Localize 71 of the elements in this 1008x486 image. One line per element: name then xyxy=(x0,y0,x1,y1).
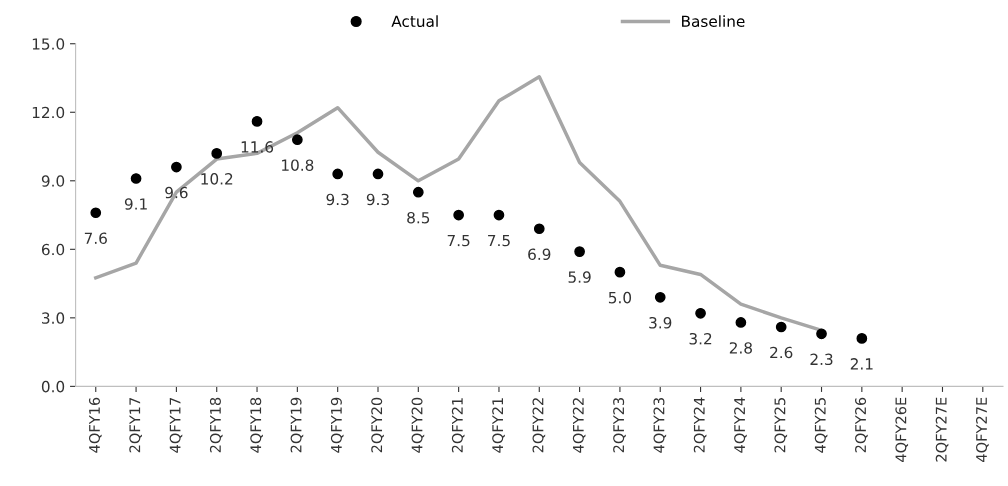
x-tick-label: 4QFY17 xyxy=(169,398,183,453)
data-label: 10.2 xyxy=(201,173,233,185)
data-label: 11.6 xyxy=(241,141,274,153)
data-label: 9.3 xyxy=(326,193,349,206)
point xyxy=(372,168,384,180)
x-tick-label: 4QFY20 xyxy=(411,397,425,453)
point xyxy=(654,291,666,303)
data-label: 3.2 xyxy=(689,332,712,345)
y-tick-label: 0.0 xyxy=(41,380,65,393)
point xyxy=(412,186,424,198)
data-label: 5.0 xyxy=(608,291,632,304)
point xyxy=(533,223,545,235)
x-tick-label: 4QFY18 xyxy=(250,397,263,453)
point xyxy=(90,207,102,219)
x-tick-label: 2QFY20 xyxy=(371,397,384,453)
point xyxy=(332,168,344,180)
x-tick-label: 4QFY22 xyxy=(572,398,586,453)
point xyxy=(211,148,223,159)
x-tick-label: 2QFY17 xyxy=(129,398,142,453)
y-tick-label: 15.0 xyxy=(32,38,65,50)
x-tick-label: 2QFY21 xyxy=(451,398,465,453)
point xyxy=(856,333,868,344)
data-label: 7.5 xyxy=(488,234,510,247)
point xyxy=(816,328,827,340)
point xyxy=(171,161,182,173)
x-tick-label: 4QFY19 xyxy=(330,397,344,453)
legend-label: Baseline xyxy=(682,15,745,28)
point xyxy=(251,116,263,127)
x-tick-label: 4QFY25 xyxy=(814,398,828,453)
data-label: 5.9 xyxy=(568,271,591,283)
x-tick-label: 2QFY26 xyxy=(855,397,868,453)
point xyxy=(775,321,787,333)
x-tick-label: 2QFY18 xyxy=(209,397,223,453)
x-tick-label: 4QFY26E xyxy=(895,397,909,462)
data-label: 9.6 xyxy=(165,186,188,199)
x-tick-label: 4QFY16 xyxy=(88,397,102,453)
y-tick-label: 6.0 xyxy=(41,243,65,256)
data-label: 2.8 xyxy=(729,342,752,354)
x-tick-label: 4QFY23 xyxy=(653,397,667,453)
x-tick-label: 4QFY24 xyxy=(734,397,747,453)
x-tick-label: 2QFY22 xyxy=(532,398,546,453)
x-tick-label: 2QFY24 xyxy=(693,397,707,453)
point xyxy=(614,266,626,278)
data-label: 6.9 xyxy=(528,248,551,261)
data-label: 9.3 xyxy=(366,193,389,206)
data-label: 3.9 xyxy=(649,317,672,329)
x-tick-label: 2QFY19 xyxy=(290,397,304,453)
point xyxy=(292,134,303,146)
legend-label: Actual xyxy=(391,15,438,28)
point xyxy=(130,173,142,184)
data-label: 2.1 xyxy=(850,358,873,370)
y-tick-label: 12.0 xyxy=(32,106,65,119)
point xyxy=(493,209,505,221)
point xyxy=(574,246,585,257)
x-tick-label: 4QFY21 xyxy=(492,398,505,453)
data-label: 10.8 xyxy=(282,159,314,171)
data-label: 7.6 xyxy=(84,232,107,245)
x-tick-label: 2QFY25 xyxy=(774,398,788,453)
x-tick-label: 2QFY23 xyxy=(613,397,626,453)
y-tick-label: 9.0 xyxy=(41,175,65,187)
x-tick-label: 2QFY27E xyxy=(935,397,949,462)
data-label: 9.1 xyxy=(124,198,147,210)
data-label: 2.3 xyxy=(810,353,833,366)
point xyxy=(695,307,706,319)
y-tick-label: 3.0 xyxy=(42,312,65,324)
data-label: 2.6 xyxy=(770,346,793,359)
point xyxy=(735,317,747,328)
data-label: 8.5 xyxy=(407,211,430,224)
x-tick-label: 4QFY27E xyxy=(976,397,989,462)
data-label: 7.5 xyxy=(447,234,470,247)
point xyxy=(453,209,464,221)
